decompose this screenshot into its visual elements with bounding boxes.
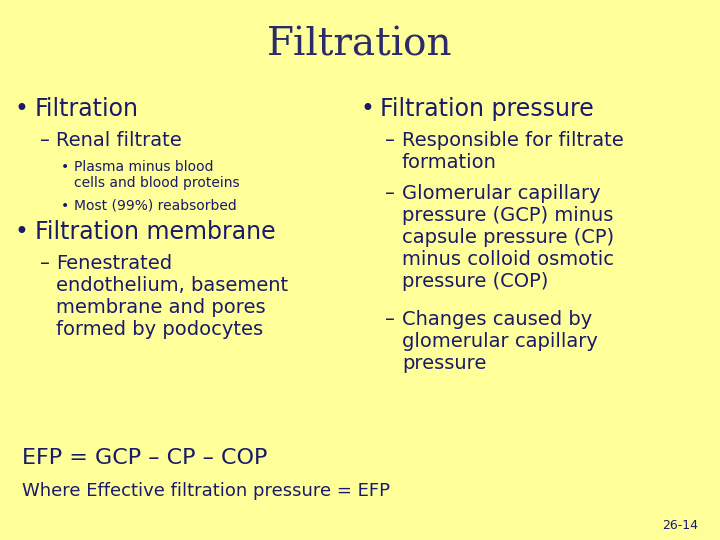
- Text: Most (99%) reabsorbed: Most (99%) reabsorbed: [74, 199, 237, 213]
- Text: Filtration: Filtration: [267, 27, 453, 64]
- Text: •: •: [61, 199, 69, 213]
- Text: –: –: [385, 184, 395, 203]
- Text: Responsible for filtrate
formation: Responsible for filtrate formation: [402, 131, 624, 172]
- Text: •: •: [14, 220, 28, 245]
- Text: Fenestrated
endothelium, basement
membrane and pores
formed by podocytes: Fenestrated endothelium, basement membra…: [56, 254, 288, 339]
- Text: –: –: [385, 310, 395, 329]
- Text: •: •: [61, 160, 69, 174]
- Text: Glomerular capillary
pressure (GCP) minus
capsule pressure (CP)
minus colloid os: Glomerular capillary pressure (GCP) minu…: [402, 184, 614, 291]
- Text: •: •: [14, 97, 28, 121]
- Text: Renal filtrate: Renal filtrate: [56, 131, 182, 150]
- Text: –: –: [40, 254, 50, 273]
- Text: –: –: [40, 131, 50, 150]
- Text: 26-14: 26-14: [662, 519, 698, 532]
- Text: Changes caused by
glomerular capillary
pressure: Changes caused by glomerular capillary p…: [402, 310, 598, 373]
- Text: EFP = GCP – CP – COP: EFP = GCP – CP – COP: [22, 448, 267, 468]
- Text: •: •: [360, 97, 374, 121]
- Text: Where Effective filtration pressure = EFP: Where Effective filtration pressure = EF…: [22, 482, 390, 500]
- Text: Filtration membrane: Filtration membrane: [35, 220, 275, 245]
- Text: –: –: [385, 131, 395, 150]
- Text: Filtration pressure: Filtration pressure: [380, 97, 594, 121]
- Text: Filtration: Filtration: [35, 97, 138, 121]
- Text: Plasma minus blood
cells and blood proteins: Plasma minus blood cells and blood prote…: [74, 160, 240, 190]
